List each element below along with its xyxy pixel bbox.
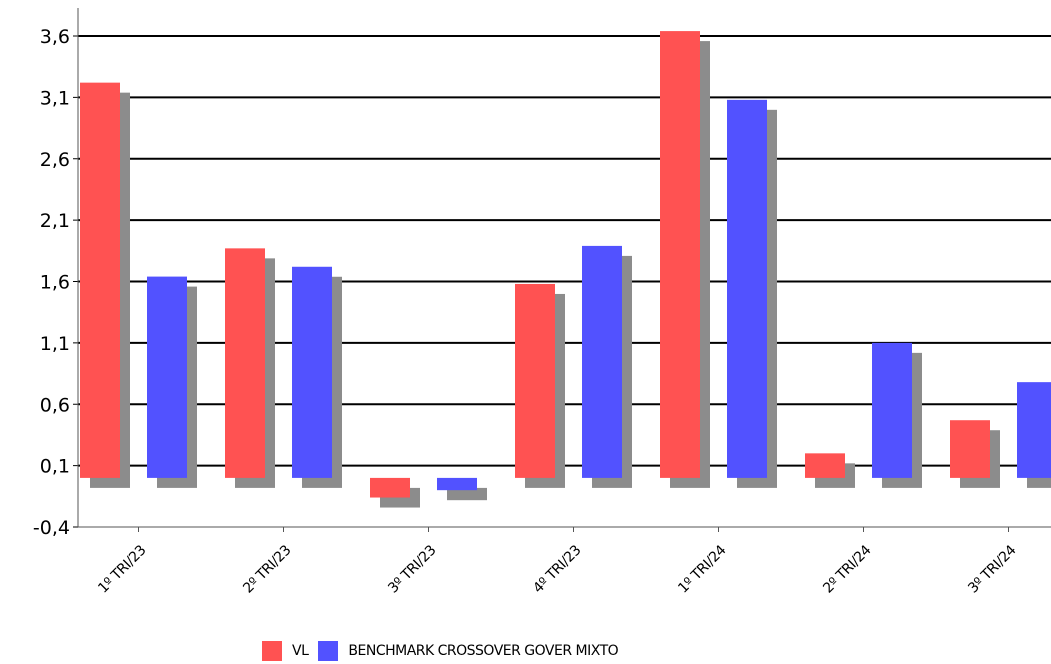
bar-vl <box>805 453 845 478</box>
bar-benchmark <box>292 266 332 478</box>
legend-swatch-vl <box>262 641 282 661</box>
y-tick-label: 2,6 <box>40 149 70 171</box>
bar-vl <box>950 420 990 478</box>
bar-benchmark <box>872 342 912 478</box>
bar-benchmark <box>582 245 622 478</box>
x-tick-label: 3º TRI/24 <box>965 542 1019 596</box>
y-tick-label: 3,1 <box>40 87 70 109</box>
x-tick-label: 1º TRI/23 <box>95 543 149 597</box>
bar-benchmark <box>727 99 767 478</box>
bar-vl <box>370 477 410 498</box>
legend-label-vl: VL <box>292 643 309 659</box>
x-tick-labels: 1º TRI/23 2º TRI/23 3º TRI/23 4º TRI/23 1º T… <box>95 542 1019 596</box>
x-tick-label: 3º TRI/23 <box>385 543 439 597</box>
y-tick-labels: -0,4 0,1 0,6 1,1 1,6 2,1 2,6 3,1 3,6 <box>33 26 70 539</box>
x-tick-label: 2º TRI/24 <box>820 542 874 596</box>
y-tick-label: 1,6 <box>40 272 70 294</box>
y-tick-label: 2,1 <box>40 210 70 232</box>
legend-swatch-benchmark <box>318 641 339 661</box>
bar-vl <box>515 283 555 478</box>
y-tick-label: 1,1 <box>40 333 70 355</box>
legend: VL BENCHMARK CROSSOVER GOVER MIXTO <box>262 640 628 662</box>
bars <box>80 31 1051 498</box>
x-tick-label: 2º TRI/23 <box>240 543 294 597</box>
bar-shadow <box>447 487 487 501</box>
x-tick-label: 1º TRI/24 <box>675 542 729 596</box>
bar-benchmark <box>1017 382 1051 478</box>
x-tick-label: 4º TRI/23 <box>530 543 584 597</box>
bar-benchmark <box>147 276 187 478</box>
legend-label-benchmark: BENCHMARK CROSSOVER GOVER MIXTO <box>348 643 619 659</box>
bar-vl <box>80 82 120 478</box>
y-tick-label: -0,4 <box>33 517 70 539</box>
bar-benchmark <box>437 477 477 491</box>
y-tick-label: 3,6 <box>40 26 70 48</box>
bar-vl <box>660 31 700 478</box>
axes <box>73 8 1051 532</box>
bar-vl <box>225 248 265 478</box>
y-tick-label: 0,6 <box>40 394 70 416</box>
y-tick-label: 0,1 <box>40 456 70 478</box>
